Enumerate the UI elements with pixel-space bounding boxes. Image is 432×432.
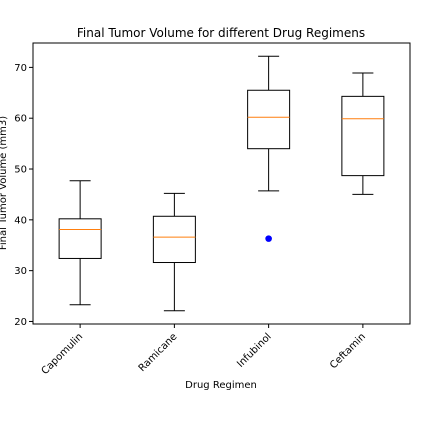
y-tick-label: 70 xyxy=(14,63,27,74)
y-tick-label: 40 xyxy=(14,215,27,226)
iqr-box xyxy=(247,89,291,150)
y-tick-label: 30 xyxy=(14,266,27,277)
chart-title: Final Tumor Volume for different Drug Re… xyxy=(77,26,365,40)
y-tick-label: 60 xyxy=(14,114,27,125)
outlier-point xyxy=(265,235,272,242)
y-axis-label: Final Tumor Volume (mm3) xyxy=(0,116,9,250)
plot-frame xyxy=(32,42,411,325)
iqr-box xyxy=(58,218,102,259)
x-axis-label: Drug Regimen xyxy=(185,380,257,391)
iqr-box xyxy=(152,215,196,264)
y-tick-label: 20 xyxy=(14,317,27,328)
iqr-box xyxy=(341,95,385,177)
y-tick-label: 50 xyxy=(14,165,27,176)
